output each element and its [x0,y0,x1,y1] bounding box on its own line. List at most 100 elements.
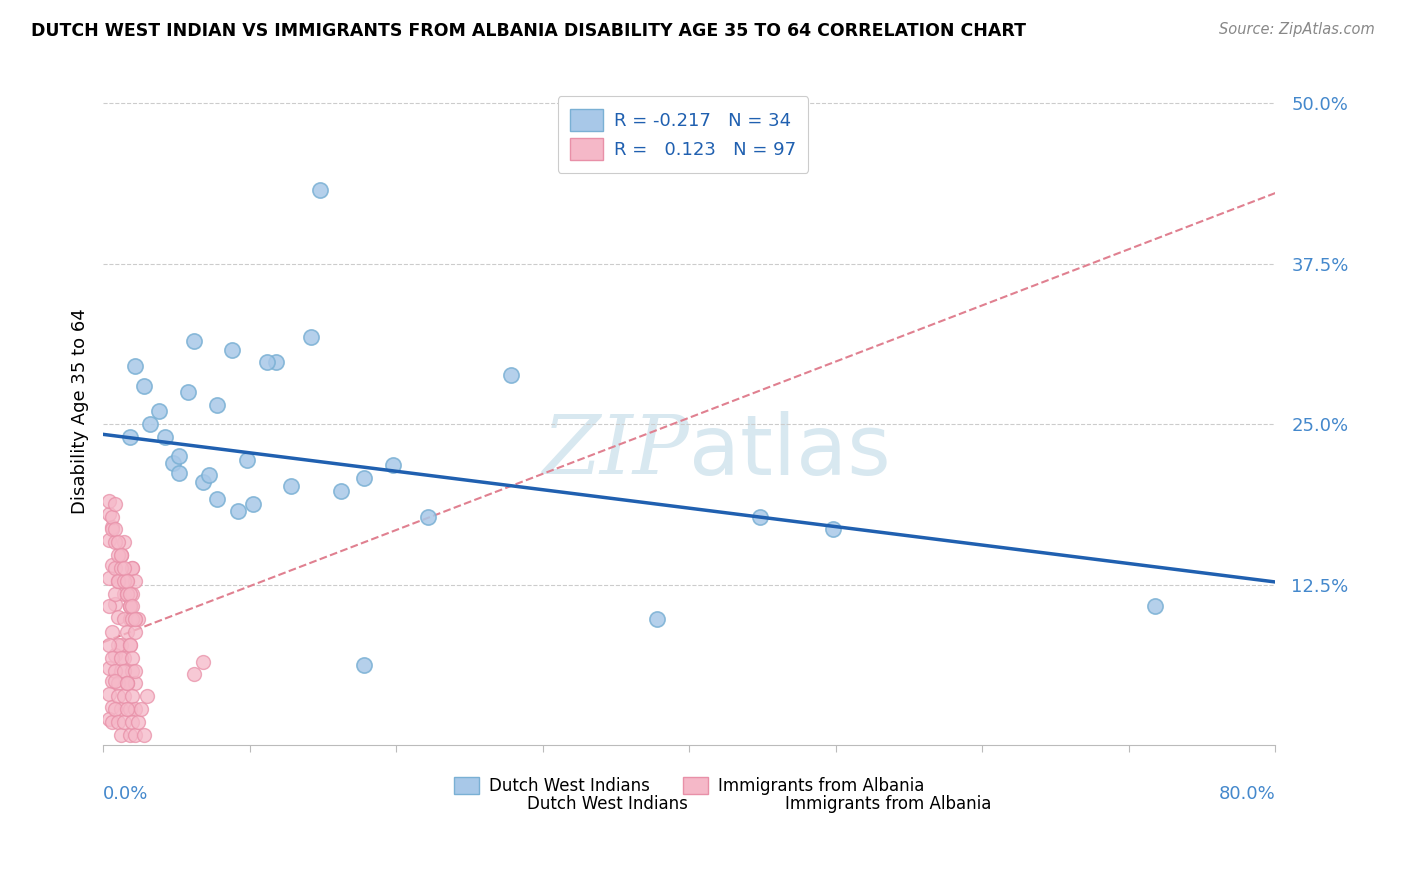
Point [98,687,121,701]
Point [169,466,191,480]
Point [124,574,146,588]
Point [110,638,132,652]
Point [124,359,146,374]
Point [107,638,129,652]
Point [101,520,124,534]
Point [115,676,138,690]
Point [104,597,127,611]
Point [118,612,141,626]
Point [110,561,132,575]
Point [280,479,302,493]
Point [121,612,143,626]
Point [256,355,278,369]
Point [107,574,129,588]
Point [112,574,135,588]
Point [104,586,127,600]
Point [124,612,146,626]
Point [98,599,121,614]
Point [264,355,287,369]
Point [1144,599,1167,614]
Text: ZIP: ZIP [543,411,689,491]
Point [115,574,138,588]
Point [98,507,121,521]
Point [98,571,121,585]
Point [112,650,135,665]
Point [118,599,141,614]
Point [107,690,129,704]
Legend: Dutch West Indians, Immigrants from Albania: Dutch West Indians, Immigrants from Alba… [446,769,934,804]
Point [110,702,132,716]
Text: Dutch West Indians: Dutch West Indians [527,795,688,814]
Point [299,330,322,344]
Point [162,456,184,470]
Point [242,497,264,511]
Point [107,535,129,549]
Point [101,699,124,714]
Point [121,561,143,575]
Point [118,702,141,716]
Point [124,702,146,716]
Point [183,667,205,681]
Text: 80.0%: 80.0% [1219,785,1275,803]
Point [104,664,127,678]
Point [748,509,770,524]
Point [115,625,138,640]
Point [112,612,135,626]
Text: Source: ZipAtlas.com: Source: ZipAtlas.com [1219,22,1375,37]
Point [177,384,200,399]
Point [309,183,332,197]
Point [101,625,124,640]
Point [124,625,146,640]
Point [98,712,121,726]
Point [118,599,141,614]
Point [353,658,375,673]
Point [104,535,127,549]
Point [107,609,129,624]
Point [821,522,844,536]
Point [104,648,127,663]
Point [104,702,127,716]
Point [118,430,141,444]
Point [115,702,138,716]
Text: 0.0%: 0.0% [103,785,149,803]
Point [118,728,141,742]
Point [124,664,146,678]
Point [118,586,141,600]
Point [98,661,121,675]
Point [148,404,170,418]
Point [197,468,219,483]
Point [139,417,162,431]
Point [101,650,124,665]
Point [101,522,124,536]
Point [124,728,146,742]
Point [101,714,124,729]
Point [191,655,214,669]
Text: atlas: atlas [689,411,891,491]
Point [121,586,143,600]
Point [127,714,149,729]
Point [107,574,129,588]
Point [101,673,124,688]
Point [121,714,143,729]
Point [127,612,149,626]
Point [110,548,132,562]
Point [98,533,121,547]
Point [115,586,138,600]
Point [121,690,143,704]
Point [645,612,668,626]
Point [112,561,135,575]
Point [121,664,143,678]
Point [115,676,138,690]
Point [134,728,156,742]
Point [129,702,152,716]
Point [104,561,127,575]
Point [136,690,159,704]
Point [110,650,132,665]
Point [104,673,127,688]
Point [104,497,127,511]
Point [121,650,143,665]
Point [101,509,124,524]
Point [353,471,375,485]
Point [226,504,249,518]
Text: DUTCH WEST INDIAN VS IMMIGRANTS FROM ALBANIA DISABILITY AGE 35 TO 64 CORRELATION: DUTCH WEST INDIAN VS IMMIGRANTS FROM ALB… [31,22,1026,40]
